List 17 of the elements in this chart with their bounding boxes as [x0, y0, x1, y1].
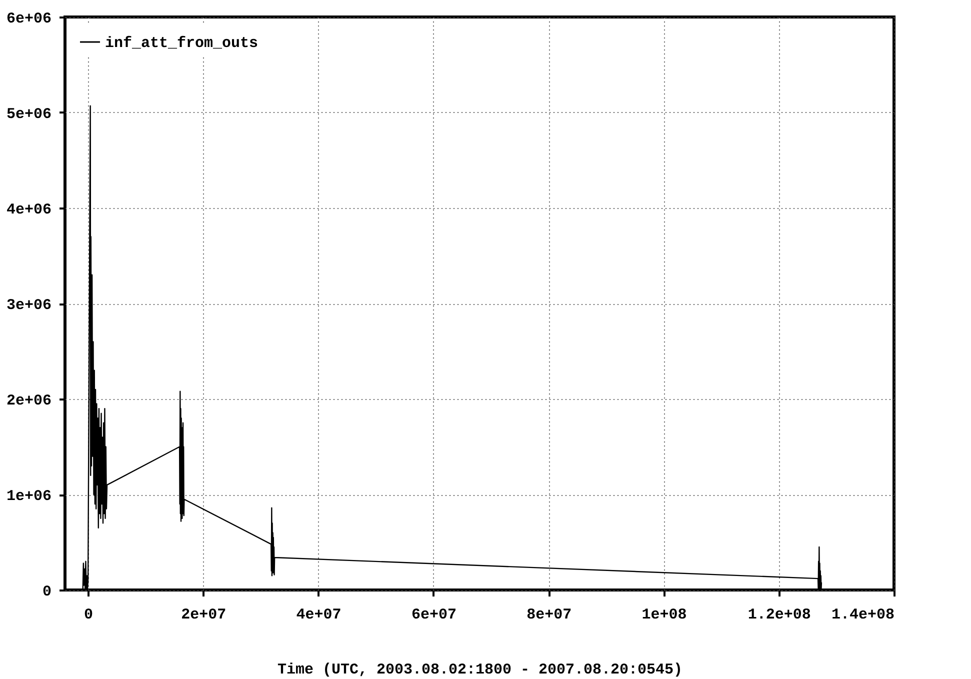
y-tick-label: 4e+06	[6, 202, 52, 218]
x-tick-label: 8e+07	[526, 606, 572, 624]
x-axis-title: Time (UTC, 2003.08.02:1800 - 2007.08.20:0545)	[277, 662, 683, 678]
y-tick-label: 5e+06	[6, 106, 52, 123]
legend-label: inf_att_from_outs	[105, 35, 258, 52]
x-tick-label: 4e+07	[296, 606, 342, 624]
y-tick-label: 6e+06	[6, 10, 52, 28]
x-tick-label: 6e+07	[411, 606, 456, 624]
x-tick-label: 1e+08	[642, 606, 687, 624]
y-tick-label: 3e+06	[6, 297, 52, 314]
y-tick-label: 0	[42, 584, 52, 600]
x-tick-label: 1.4e+08	[831, 606, 894, 624]
y-tick-label: 2e+06	[6, 392, 52, 410]
x-tick-label: 0	[84, 606, 94, 624]
y-tick-label: 1e+06	[6, 488, 52, 505]
x-tick-label: 2e+07	[181, 606, 226, 624]
x-tick-label: 1.2e+08	[748, 606, 811, 624]
